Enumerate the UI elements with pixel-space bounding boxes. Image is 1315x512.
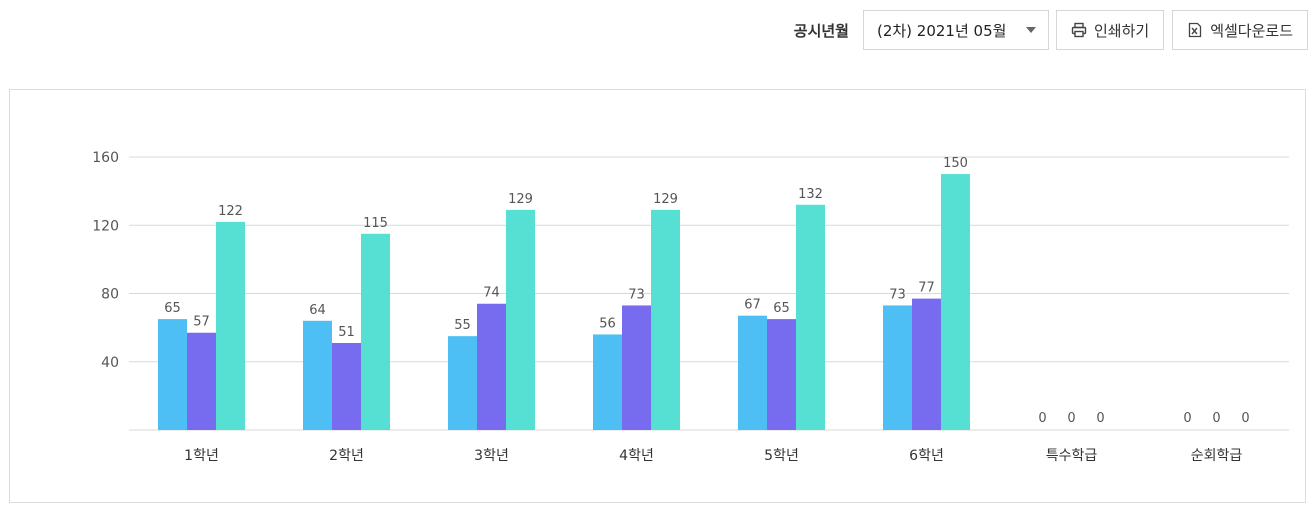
data-label: 0 — [1183, 411, 1191, 426]
data-label: 150 — [943, 156, 968, 171]
data-label: 73 — [628, 287, 645, 302]
x-tick-label: 6학년 — [909, 448, 944, 464]
excel-download-button[interactable]: 엑셀다운로드 — [1172, 10, 1308, 50]
chevron-down-icon — [1025, 27, 1036, 33]
data-label: 0 — [1212, 411, 1220, 426]
bar — [738, 315, 767, 430]
chart-panel: 40 80 120 160 65 57 122 1학년 64 51 115 2학년 55 74 129 3학년… — [9, 89, 1306, 503]
bar — [912, 298, 941, 430]
period-select[interactable]: (2차) 2021년 05월 — [862, 10, 1049, 50]
data-label: 0 — [1241, 411, 1249, 426]
bar — [796, 204, 825, 430]
data-label: 74 — [483, 286, 500, 301]
data-label: 65 — [164, 301, 181, 316]
printer-icon — [1071, 22, 1087, 38]
y-tick-label: 40 — [101, 355, 119, 371]
data-label: 51 — [338, 325, 355, 340]
period-select-value: (2차) 2021년 05월 — [876, 21, 1007, 40]
bar — [332, 342, 361, 430]
excel-file-icon — [1187, 22, 1203, 38]
bar-chart: 40 80 120 160 65 57 122 1학년 64 51 115 2학년 55 74 129 3학년… — [92, 150, 1289, 464]
period-label: 공시년월 — [793, 21, 849, 40]
y-tick-label: 160 — [92, 150, 119, 166]
bar — [216, 221, 245, 430]
x-tick-label: 2학년 — [329, 448, 364, 464]
y-tick-label: 120 — [92, 218, 119, 234]
data-label: 57 — [193, 315, 210, 330]
data-label: 56 — [599, 316, 616, 331]
data-label: 55 — [454, 318, 471, 333]
data-label: 129 — [653, 192, 678, 207]
toolbar: 공시년월 (2차) 2021년 05월 인쇄하기 엑셀다운로드 — [794, 9, 1308, 51]
bar — [622, 305, 651, 430]
bar — [187, 332, 216, 430]
data-label: 73 — [889, 287, 906, 302]
data-label: 77 — [918, 281, 935, 296]
data-label: 122 — [218, 204, 243, 219]
data-label: 0 — [1096, 411, 1104, 426]
bar — [506, 209, 535, 430]
bar — [303, 320, 332, 430]
bar — [767, 319, 796, 430]
bar — [477, 303, 506, 430]
bar — [593, 334, 622, 430]
y-tick-label: 80 — [101, 287, 119, 303]
data-label: 0 — [1067, 411, 1075, 426]
x-tick-label: 4학년 — [619, 448, 654, 464]
print-button-label: 인쇄하기 — [1093, 21, 1150, 40]
print-button[interactable]: 인쇄하기 — [1055, 10, 1165, 50]
data-label: 115 — [363, 216, 388, 231]
bar — [651, 209, 680, 430]
bar — [448, 336, 477, 430]
bar — [361, 233, 390, 430]
bar — [158, 319, 187, 430]
data-label: 64 — [309, 303, 326, 318]
x-tick-label: 3학년 — [474, 448, 509, 464]
x-tick-label: 특수학급 — [1046, 448, 1098, 464]
x-tick-label: 5학년 — [764, 448, 799, 464]
excel-download-label: 엑셀다운로드 — [1210, 21, 1293, 40]
data-label: 67 — [744, 298, 761, 313]
bar — [883, 305, 912, 430]
x-tick-label: 순회학급 — [1191, 448, 1243, 464]
data-label: 65 — [773, 301, 790, 316]
data-label: 0 — [1038, 411, 1046, 426]
bar — [941, 174, 970, 430]
data-label: 132 — [798, 187, 823, 202]
x-tick-label: 1학년 — [184, 448, 219, 464]
data-label: 129 — [508, 192, 533, 207]
